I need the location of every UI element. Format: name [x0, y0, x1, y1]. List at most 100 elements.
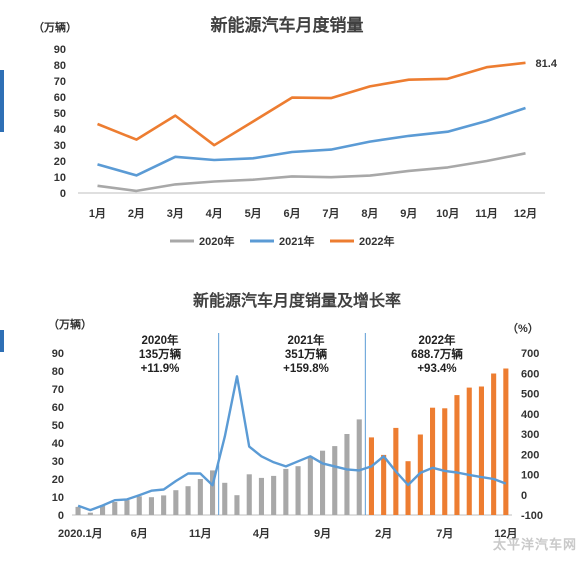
chart1-x-tick-label: 8月	[361, 207, 378, 220]
chart1-y-tick-label: 10	[54, 172, 66, 184]
chart2-x-tick-label: 6月	[131, 527, 148, 540]
chart2-y-tick-label: 70	[52, 384, 64, 396]
chart2-y-tick-label: 90	[52, 348, 64, 360]
chart2-sales-bar	[271, 475, 277, 515]
chart2-y2-tick-label: 300	[521, 429, 539, 441]
chart2-sales-bar	[161, 495, 167, 515]
chart2-sales-bar	[478, 386, 484, 515]
chart2-sales-bar	[430, 407, 436, 515]
chart1-x-tick-label: 6月	[283, 207, 300, 220]
chart2-y2-tick-label: 700	[521, 348, 539, 360]
chart1-x-tick-label: 11月	[475, 207, 498, 220]
chart2-sales-bar	[246, 474, 252, 515]
chart2-year-annotation: 2021年	[287, 333, 325, 347]
chart2-y2-tick-label: 600	[521, 368, 539, 380]
chart2-y-tick-label: 10	[52, 492, 64, 504]
site-watermark: 太平洋汽车网	[492, 537, 577, 552]
chart1-x-tick-label: 2月	[128, 207, 145, 220]
chart1-y-tick-label: 60	[54, 92, 66, 104]
chart1-series-line-2020年	[97, 152, 526, 193]
chart1-y-tick-label: 90	[54, 44, 66, 56]
chart2-sales-bar	[381, 454, 387, 515]
chart2-year-annotation: +11.9%	[141, 363, 180, 375]
chart2-sales-bar	[222, 482, 228, 515]
chart2-x-tick-label: 4月	[253, 527, 270, 540]
monthly-sales-line-chart: 新能源汽车月度销量 （万辆） 0 10 20 30 40 50 60 70 80 90 1月 2月 3…	[33, 15, 558, 248]
chart2-y-tick-label: 80	[52, 366, 64, 378]
chart2-sales-bar	[368, 437, 374, 515]
chart2-sales-bar	[503, 368, 509, 515]
chart1-legend-label: 2021年	[279, 234, 314, 248]
chart1-y-tick-label: 0	[60, 188, 66, 200]
chart2-y-tick-label: 30	[52, 456, 64, 468]
chart2-sales-bar	[75, 506, 81, 515]
chart2-year-annotation: 351万辆	[285, 347, 328, 361]
chart1-y-tick-label: 70	[54, 76, 66, 88]
chart2-sales-bar	[307, 457, 313, 515]
chart1-series-line-2022年	[97, 61, 526, 147]
chart2-x-tick-label: 12月	[494, 527, 517, 540]
chart2-sales-bar	[454, 395, 460, 515]
chart2-x-tick-label: 11月	[189, 527, 212, 540]
chart1-series-line-2021年	[97, 106, 526, 177]
chart2-sales-bar	[124, 500, 130, 515]
chart2-sales-bar	[491, 373, 497, 515]
chart2-left-unit: （万辆）	[48, 317, 92, 331]
chart2-year-annotation: 688.7万辆	[411, 347, 463, 361]
chart2-growth-rate-line	[77, 375, 507, 512]
chart1-x-tick-label: 5月	[245, 207, 262, 220]
chart2-year-annotation: 135万辆	[139, 347, 182, 361]
chart2-x-tick-label: 7月	[436, 527, 453, 540]
chart1-x-tick-label: 4月	[206, 207, 223, 220]
chart2-y-tick-label: 20	[52, 474, 64, 486]
chart1-data-label: 81.4	[536, 58, 558, 70]
chart1-x-tick-label: 10月	[436, 207, 459, 220]
chart2-year-annotation: 2022年	[418, 333, 456, 347]
chart2-year-annotation: +159.8%	[283, 363, 329, 375]
chart2-sales-bar	[210, 470, 216, 515]
chart2-sales-bar	[136, 496, 142, 515]
chart1-y-tick-label: 50	[54, 108, 66, 120]
chart2-sales-bar	[405, 461, 411, 515]
chart2-sales-bar	[320, 450, 326, 515]
chart2-y2-tick-label: 400	[521, 409, 539, 421]
chart1-y-tick-label: 20	[54, 156, 66, 168]
chart2-year-annotation: +93.4%	[417, 363, 456, 375]
chart1-x-tick-label: 3月	[167, 207, 184, 220]
chart1-x-tick-label: 1月	[89, 207, 106, 220]
chart2-x-tick-label: 2020.1月	[58, 527, 103, 540]
chart2-y-tick-label: 0	[58, 510, 64, 522]
edge-accent-2	[0, 330, 4, 352]
chart2-y2-tick-label: 0	[521, 490, 527, 502]
edge-accent-1	[0, 70, 4, 132]
chart2-sales-bar	[112, 502, 118, 515]
chart2-sales-bar	[295, 466, 301, 515]
chart2-y-tick-label: 50	[52, 420, 64, 432]
chart2-x-tick-label: 2月	[375, 527, 392, 540]
chart2-sales-bar	[173, 490, 179, 515]
chart2-y2-tick-label: 100	[521, 470, 539, 482]
chart1-y-tick-label: 80	[54, 60, 66, 72]
chart1-x-tick-label: 7月	[322, 207, 339, 220]
chart1-title: 新能源汽车月度销量	[211, 15, 364, 35]
chart2-sales-bar	[148, 497, 154, 515]
chart1-y-tick-label: 40	[54, 124, 66, 136]
chart2-sales-bar	[197, 479, 203, 515]
chart2-sales-bar	[332, 446, 338, 515]
chart2-sales-bar	[356, 419, 362, 515]
chart2-title: 新能源汽车月度销量及增长率	[193, 291, 401, 310]
chart2-y-tick-label: 60	[52, 402, 64, 414]
chart2-sales-bar	[417, 434, 423, 515]
chart2-sales-bar	[344, 434, 350, 515]
chart2-sales-bar	[466, 387, 472, 515]
chart2-sales-bar	[258, 477, 264, 515]
chart2-sales-bar	[283, 468, 289, 515]
chart1-y-tick-label: 30	[54, 140, 66, 152]
chart2-sales-bar	[234, 495, 240, 515]
chart2-year-annotation: 2020年	[141, 333, 179, 347]
chart2-sales-bar	[100, 505, 106, 515]
chart2-right-unit: （%）	[507, 322, 539, 335]
chart1-legend-label: 2022年	[359, 234, 394, 248]
chart2-sales-bar	[442, 408, 448, 515]
chart2-sales-bar	[87, 512, 93, 515]
